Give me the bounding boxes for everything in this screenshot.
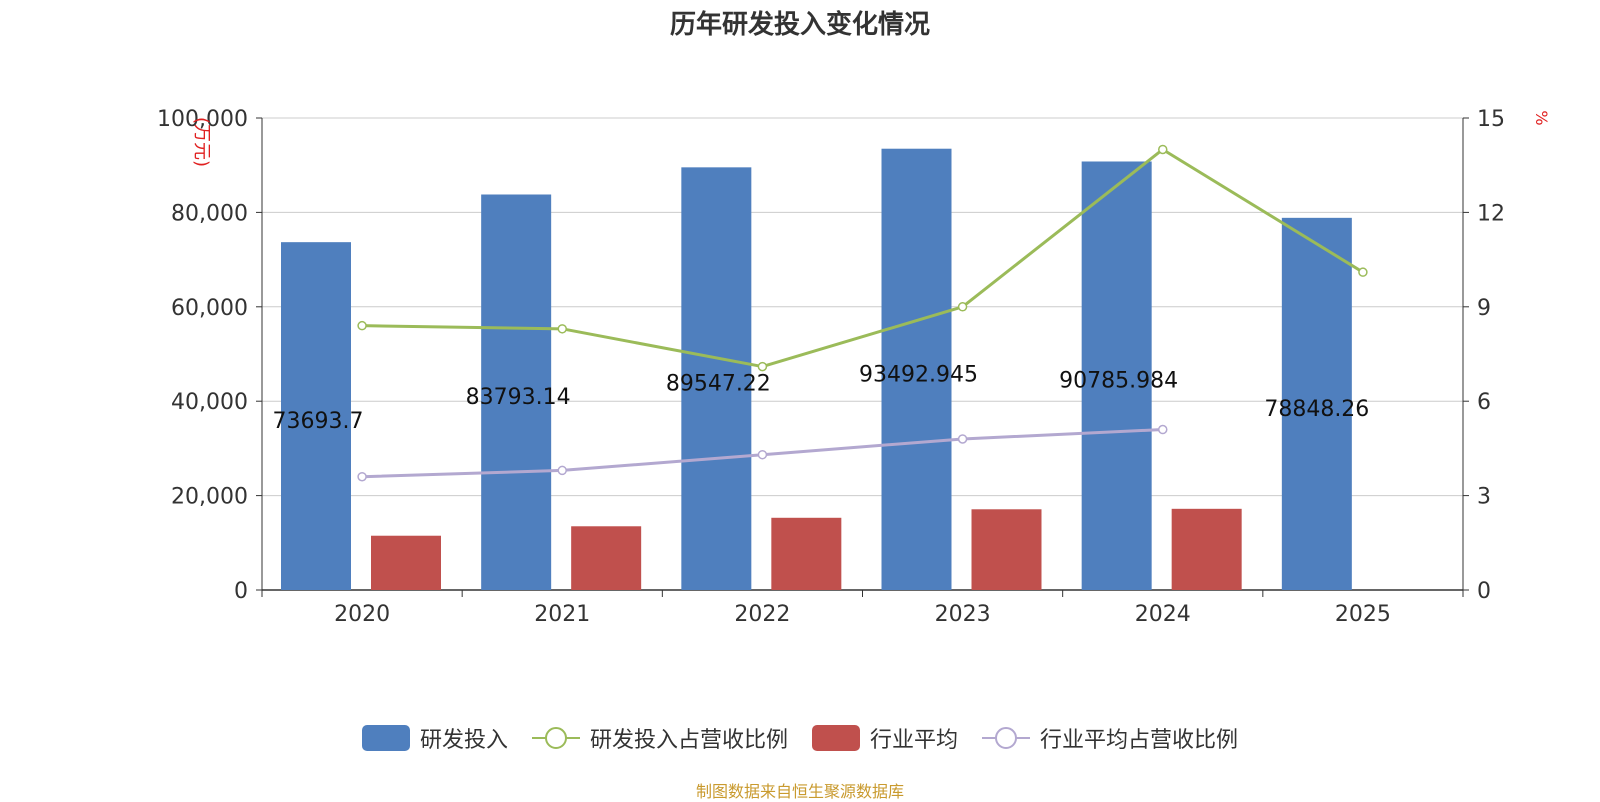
y-left-tick-label: 40,000 (171, 390, 248, 415)
x-tick-label: 2025 (1335, 602, 1391, 627)
bar-data-label: 78848.26 (1264, 397, 1369, 422)
bar-data-label: 93492.945 (859, 362, 978, 387)
y-left-tick-label: 100,000 (157, 107, 248, 132)
bar-rd-investment (1081, 161, 1152, 590)
legend-label-rd-ratio: 研发投入占营收比例 (589, 728, 788, 753)
bar-rd-investment (481, 194, 552, 590)
y-right-tick-label: 15 (1477, 107, 1505, 132)
x-tick-label: 2021 (534, 602, 590, 627)
legend-swatch-industry-average (812, 725, 860, 751)
y-left-tick-label: 0 (234, 579, 248, 604)
y-left-tick-label: 80,000 (171, 201, 248, 226)
bar-rd-investment (881, 148, 952, 590)
bar-data-label: 89547.22 (666, 372, 771, 397)
y-left-tick-label: 60,000 (171, 296, 248, 321)
point-industry-ratio (957, 434, 968, 444)
y-right-tick-label: 3 (1477, 485, 1491, 510)
bar-industry-average (371, 535, 441, 590)
chart-title: 历年研发投入变化情况 (669, 10, 930, 40)
legend-item-industry-ratio[interactable]: 行业平均占营收比例 (982, 722, 1238, 754)
point-rd-ratio (557, 324, 567, 334)
y-left-tick-label: 20,000 (171, 485, 248, 510)
bar-industry-average (771, 517, 842, 590)
bar-data-label: 73693.7 (273, 409, 364, 434)
point-rd-ratio (1158, 144, 1168, 155)
bar-industry-average (971, 509, 1042, 590)
legend: 研发投入 研发投入占营收比例 行业平均 行业平均占营收比例 (0, 722, 1600, 754)
data-source-note: 制图数据来自恒生聚源数据库 (695, 782, 904, 801)
point-industry-ratio (757, 449, 768, 460)
y-right-tick-label: 0 (1477, 579, 1491, 604)
legend-item-rd-ratio[interactable]: 研发投入占营收比例 (531, 722, 788, 754)
y-right-tick-label: 6 (1477, 390, 1491, 415)
bar-rd-investment (681, 167, 752, 590)
bar-data-label: 83793.14 (466, 385, 571, 410)
y-left-axis-label: (万元) (191, 117, 212, 167)
point-industry-ratio (1158, 424, 1168, 435)
legend-label-rd-investment: 研发投入 (419, 728, 508, 753)
point-rd-ratio (1358, 267, 1368, 277)
line-rd-ratio (362, 147, 1364, 369)
bar-data-label: 90785.984 (1059, 369, 1178, 394)
legend-label-industry-average: 行业平均 (870, 728, 959, 753)
x-tick-label: 2024 (1135, 602, 1191, 627)
point-rd-ratio (357, 320, 367, 331)
y-right-axis-label: % (1532, 110, 1551, 125)
x-tick-label: 2022 (734, 602, 790, 627)
legend-item-industry-average[interactable]: 行业平均 (812, 722, 958, 754)
bar-rd-investment (281, 242, 351, 590)
bar-rd-investment (1281, 217, 1352, 590)
point-rd-ratio (757, 361, 768, 372)
legend-label-industry-ratio: 行业平均占营收比例 (1040, 728, 1239, 753)
point-industry-ratio (557, 465, 567, 476)
legend-swatch-industry-ratio (982, 727, 1031, 749)
point-rd-ratio (957, 302, 968, 312)
y-right-tick-label: 9 (1477, 296, 1491, 321)
y-right-tick-label: 12 (1477, 201, 1505, 226)
legend-item-rd-investment[interactable]: 研发投入 (361, 722, 508, 754)
legend-swatch-rd-investment (361, 725, 410, 751)
x-tick-label: 2023 (935, 602, 991, 627)
x-tick-label: 2020 (334, 602, 390, 627)
legend-swatch-rd-ratio (531, 727, 580, 749)
point-industry-ratio (357, 471, 367, 482)
bar-industry-average (571, 526, 642, 590)
bar-industry-average (1171, 508, 1242, 590)
